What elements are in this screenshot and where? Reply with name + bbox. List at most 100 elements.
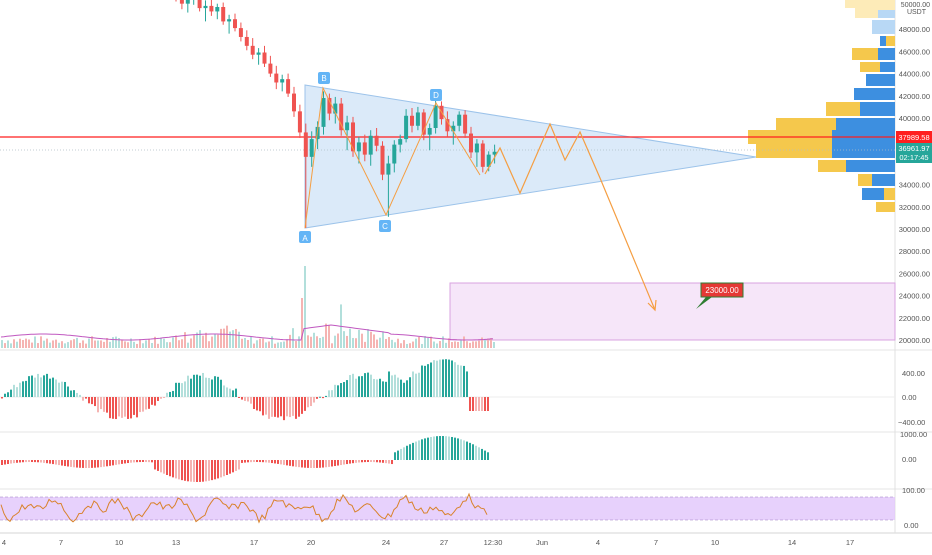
volume-bar [424,336,426,348]
time-axis[interactable]: 4 7 10 13 17 20 24 27 12:30 Jun 4 7 10 14 17 [2,538,854,547]
macd-bar [16,387,18,397]
price-tick-label: 24000.00 [899,292,930,301]
oscillator-bar [148,460,150,463]
label-c[interactable]: C [379,220,391,232]
oscillator-bar [79,460,81,468]
candle-body [203,5,208,9]
oscillator-bar [214,460,216,480]
candle-body [303,132,308,157]
macd-bar [166,392,168,397]
macd-bar [340,383,342,397]
price-tick-label: 30000.00 [899,225,930,234]
volume-bar [394,342,396,348]
volume-bar [427,337,429,348]
price-axis[interactable]: 50000.00 USDT 48000.00 46000.00 44000.00 42… [899,2,930,345]
macd-axis: 400.00 0.00 −400.00 [898,369,925,427]
oscillator-bar [58,460,60,466]
macd-bar [454,362,456,397]
candle-body [274,73,279,83]
candle-body [486,154,491,167]
oscillator-bar [106,460,108,467]
volume-bar [61,341,63,348]
macd-bar [481,397,483,411]
volume-bar [445,342,447,348]
volume-bar [241,338,243,348]
volume-bar [148,339,150,348]
price-tick-label: 46000.00 [899,47,930,56]
oscillator-bar [271,460,273,464]
volume-bar [382,331,384,348]
volume-bar [448,338,450,348]
oscillator-bar [181,460,183,481]
oscillator-bar [169,460,171,477]
candle-body [415,112,420,126]
label-d[interactable]: D [430,89,442,101]
macd-bar [307,397,309,408]
macd-bar [49,378,51,397]
macd-bar [7,392,9,397]
volume-bar [334,335,336,348]
oscillator-bar [40,460,42,463]
oscillator-bar [184,460,186,481]
volume-bar [325,323,327,348]
price-tick-label: 48000.00 [899,25,930,34]
macd-bar [208,377,210,397]
triangle-pattern[interactable] [304,84,757,229]
macd-bar [472,397,474,411]
macd-bar [133,397,135,415]
macd-bar [487,397,489,411]
volume-bar [217,334,219,348]
volume-bar [64,343,66,348]
volume-bar [34,336,36,348]
volume-bar [397,338,399,348]
macd-bar [349,375,351,397]
rsi-line [0,492,488,524]
macd-bar [367,372,369,397]
svg-text:36961.97: 36961.97 [898,144,929,153]
volume-bar [202,335,204,348]
label-b[interactable]: B [318,72,330,84]
macd-bar [484,397,486,411]
macd-bar [190,378,192,397]
oscillator-bar [355,460,357,463]
label-a[interactable]: A [299,231,311,243]
volume-bar [379,337,381,348]
oscillator-bar [67,460,69,467]
oscillator-bar [205,460,207,482]
volume-bar [73,339,75,348]
volume-bar [343,331,345,348]
volume-bar [433,341,435,348]
oscillator-bar [331,460,333,467]
oscillator-bar [109,460,111,466]
volume-bar [226,325,228,348]
oscillator-bar [397,450,399,460]
target-zone-rect[interactable] [449,282,896,341]
time-tick-label: 10 [711,538,719,547]
oscillator-bar [475,445,477,460]
oscillator-bar [217,460,219,479]
oscillator-bar [154,460,156,470]
target-price-label[interactable]: 23000.00 [696,282,744,309]
volume-bar [4,343,6,348]
volume-bar [385,338,387,348]
volume-bar [439,341,441,348]
macd-bar [463,365,465,397]
svg-text:23000.00: 23000.00 [705,286,739,295]
candle-body [492,151,497,155]
macd-bar [55,379,57,397]
volume-bar [304,266,306,348]
oscillator-bar [400,448,402,460]
volume-bar [169,342,171,348]
candle-body [398,139,403,145]
oscillator-bar [178,460,180,480]
oscillator-bar [412,442,414,460]
volume-bar [223,328,225,348]
oscillator-bar [190,460,192,482]
time-tick-label: 17 [846,538,854,547]
volume-bar [406,343,408,348]
volume-bar [370,331,372,348]
macd-bar [181,383,183,397]
volume-bar [187,342,189,348]
